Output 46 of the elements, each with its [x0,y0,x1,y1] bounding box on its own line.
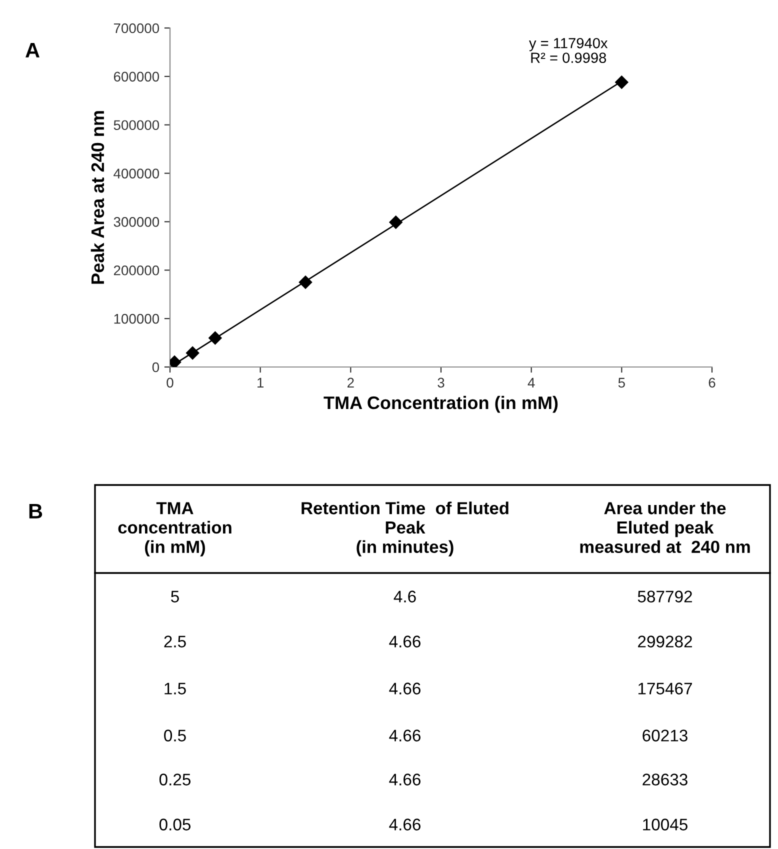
y-axis-title: Peak Area at 240 nm [90,111,104,284]
y-tick-label: 0 [152,362,160,372]
y-tick-label: 400000 [114,168,160,178]
point [208,331,222,345]
text: 0.25 [159,774,191,786]
x-tick-label: 2 [348,378,354,388]
x-axis-title: TMA Concentration (in mM) [324,396,558,413]
y-tick-label: 200000 [114,265,160,276]
text: 299282 [638,636,692,648]
y-tick-label: 500000 [114,120,160,130]
text: B [29,504,42,518]
point [298,276,312,289]
point [186,346,200,360]
x-tick-label: 6 [708,378,716,388]
x-tick-label: 4 [528,378,535,388]
text: 0.05 [159,818,191,830]
text: 587792 [638,590,692,602]
point [389,216,402,229]
point [615,76,628,89]
text: 4.66 [389,636,420,648]
y-tick-label: 700000 [114,23,160,34]
text: 0.5 [164,730,186,742]
x-tick-label: 5 [618,378,625,388]
text: 1.5 [164,682,186,694]
text: 175467 [638,682,692,694]
text: Area under the Eluted peak measured at 240 nm [580,502,750,553]
text: A [26,43,40,58]
text: 2.5 [164,636,186,648]
text: Retention Time of Eluted Peak (in minutes) [302,502,508,556]
text: 4.6 [394,590,416,602]
text: 60213 [642,730,688,742]
x-tick-label: 3 [438,378,444,388]
text: 4.66 [389,682,420,694]
x-tick-label: 0 [166,378,174,388]
x-tick-label: 1 [258,378,264,388]
y-tick-label: 300000 [114,217,160,227]
text: 4.66 [389,818,420,830]
annotation: y = 117940x R² = 0.9998 [529,38,608,63]
text: 28633 [642,774,688,786]
y-tick-label: 600000 [114,72,160,82]
text: 5 [171,590,179,602]
text: 10045 [643,818,688,830]
y-tick-label: 100000 [114,314,160,324]
text: TMA concentration (in mM) [118,502,232,556]
text: 4.66 [389,774,420,786]
text: 4.66 [389,730,420,742]
